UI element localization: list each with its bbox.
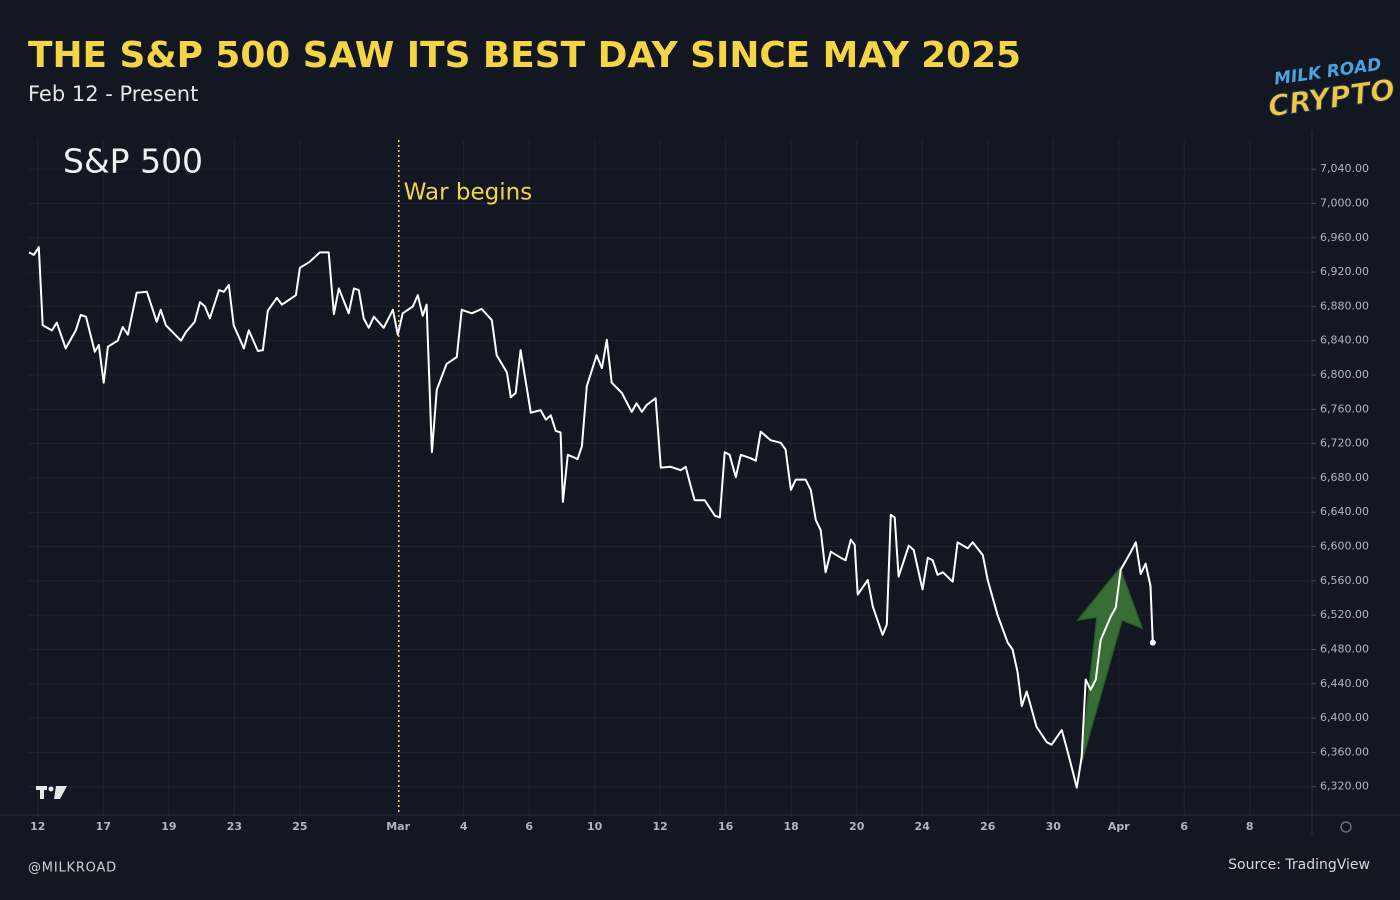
x-tick-label: 17	[96, 820, 111, 833]
y-tick-label: 6,800.00	[1320, 368, 1369, 381]
y-tick-label: 6,520.00	[1320, 608, 1369, 621]
y-tick-label: 7,000.00	[1320, 196, 1369, 209]
chart-title: THE S&P 500 SAW ITS BEST DAY SINCE MAY 2…	[28, 35, 1021, 76]
grid	[28, 140, 1312, 815]
y-tick-label: 6,880.00	[1320, 299, 1369, 312]
y-tick-label: 6,640.00	[1320, 505, 1369, 518]
chart-subtitle: Feb 12 - Present	[28, 82, 198, 106]
x-tick-label: 25	[292, 820, 307, 833]
footer-handle: @MILKROAD	[28, 861, 117, 876]
x-tick-label: 8	[1246, 820, 1254, 833]
y-tick-label: 6,440.00	[1320, 677, 1369, 690]
x-tick-label: Apr	[1108, 820, 1130, 833]
logo: MILK ROAD CRYPTO	[1265, 55, 1397, 124]
x-tick-label: 18	[784, 820, 799, 833]
footer-source: Source: TradingView	[1228, 857, 1370, 873]
y-tick-label: 6,480.00	[1320, 642, 1369, 655]
x-tick-label: 4	[460, 820, 468, 833]
up-arrow	[1076, 566, 1144, 769]
y-tick-label: 6,920.00	[1320, 265, 1369, 278]
x-tick-label: 6	[1180, 820, 1188, 833]
legend-label: S&P 500	[63, 142, 203, 181]
settings-icon[interactable]	[1340, 821, 1352, 833]
y-tick-label: 6,960.00	[1320, 231, 1369, 244]
y-tick-label: 6,400.00	[1320, 711, 1369, 724]
y-tick-label: 7,040.00	[1320, 162, 1369, 175]
x-tick-label: 10	[587, 820, 603, 833]
line	[28, 246, 1154, 789]
x-tick-label: 6	[525, 820, 533, 833]
x-tick-label: 19	[161, 820, 176, 833]
y-tick-label: 6,360.00	[1320, 745, 1369, 758]
x-tick-label: 16	[718, 820, 734, 833]
x-tick-label: 24	[915, 820, 931, 833]
x-tick-label: 26	[980, 820, 996, 833]
y-tick-label: 6,560.00	[1320, 574, 1369, 587]
x-tick-label: 12	[30, 820, 45, 833]
x-tick-label: 12	[653, 820, 668, 833]
tradingview-logo	[36, 786, 67, 799]
y-tick-label: 6,720.00	[1320, 437, 1369, 450]
x-tick-label: 20	[849, 820, 865, 833]
y-tick-label: 6,600.00	[1320, 540, 1369, 553]
end-point	[1149, 639, 1156, 646]
x-tick-label: 30	[1046, 820, 1062, 833]
y-tick-label: 6,840.00	[1320, 334, 1369, 347]
x-tick-label: 23	[227, 820, 242, 833]
event-label: War begins	[404, 180, 532, 206]
x-tick-label: Mar	[386, 820, 410, 833]
y-tick-label: 6,320.00	[1320, 780, 1369, 793]
y-tick-label: 6,680.00	[1320, 471, 1369, 484]
y-tick-label: 6,760.00	[1320, 402, 1369, 415]
